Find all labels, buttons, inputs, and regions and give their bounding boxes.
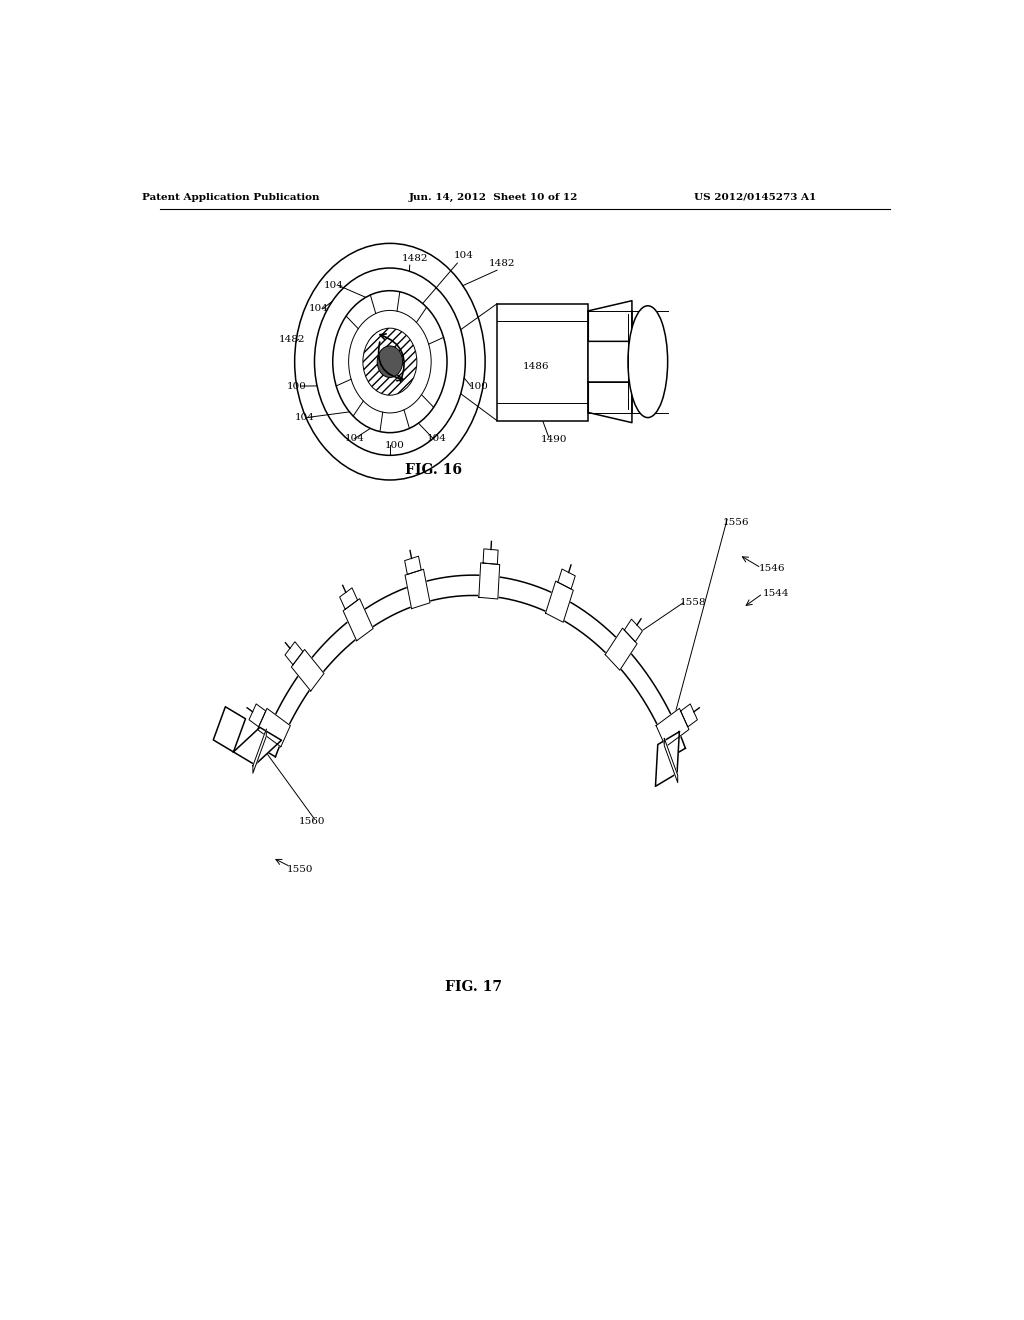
Polygon shape xyxy=(249,704,266,727)
Text: 1486: 1486 xyxy=(523,362,550,371)
Polygon shape xyxy=(681,704,697,727)
Polygon shape xyxy=(461,304,497,421)
Text: 1558: 1558 xyxy=(680,598,707,607)
Polygon shape xyxy=(404,556,421,574)
Text: 1490: 1490 xyxy=(541,436,567,445)
Polygon shape xyxy=(233,727,282,764)
Text: 100: 100 xyxy=(469,381,489,391)
Polygon shape xyxy=(625,619,642,642)
Ellipse shape xyxy=(377,346,402,378)
Polygon shape xyxy=(340,587,357,610)
Text: 1482: 1482 xyxy=(489,259,516,268)
Polygon shape xyxy=(257,709,291,747)
Ellipse shape xyxy=(628,306,668,417)
Text: 1556: 1556 xyxy=(723,517,750,527)
Text: 104: 104 xyxy=(427,434,447,444)
Polygon shape xyxy=(253,729,266,774)
Text: 104: 104 xyxy=(345,434,365,444)
Text: 1546: 1546 xyxy=(759,564,785,573)
Text: 1560: 1560 xyxy=(299,817,326,825)
Polygon shape xyxy=(588,342,632,381)
Polygon shape xyxy=(213,706,246,752)
Polygon shape xyxy=(406,569,430,609)
Text: 100: 100 xyxy=(287,381,306,391)
Text: 104: 104 xyxy=(324,281,344,290)
Polygon shape xyxy=(558,569,575,589)
Text: 104: 104 xyxy=(309,305,329,313)
Text: 1482: 1482 xyxy=(279,335,305,343)
Text: US 2012/0145273 A1: US 2012/0145273 A1 xyxy=(694,193,816,202)
Polygon shape xyxy=(665,738,678,783)
Text: Patent Application Publication: Patent Application Publication xyxy=(142,193,319,202)
Polygon shape xyxy=(605,628,637,671)
Text: FIG. 16: FIG. 16 xyxy=(406,463,462,478)
Polygon shape xyxy=(655,731,679,787)
Polygon shape xyxy=(588,301,632,342)
Polygon shape xyxy=(292,649,324,690)
Polygon shape xyxy=(656,709,689,747)
Text: 1550: 1550 xyxy=(287,866,313,874)
Polygon shape xyxy=(588,381,632,422)
Text: 100: 100 xyxy=(384,441,404,450)
Bar xyxy=(497,304,589,421)
Text: 1482: 1482 xyxy=(401,253,428,263)
Text: Jun. 14, 2012  Sheet 10 of 12: Jun. 14, 2012 Sheet 10 of 12 xyxy=(409,193,578,202)
Text: 104: 104 xyxy=(295,413,314,422)
Polygon shape xyxy=(343,599,373,640)
Text: FIG. 17: FIG. 17 xyxy=(444,979,502,994)
Polygon shape xyxy=(285,642,303,665)
Polygon shape xyxy=(479,562,500,599)
Polygon shape xyxy=(483,549,498,565)
Polygon shape xyxy=(546,581,573,622)
Text: 1544: 1544 xyxy=(763,589,790,598)
Text: 104: 104 xyxy=(454,251,473,260)
Ellipse shape xyxy=(362,329,417,395)
